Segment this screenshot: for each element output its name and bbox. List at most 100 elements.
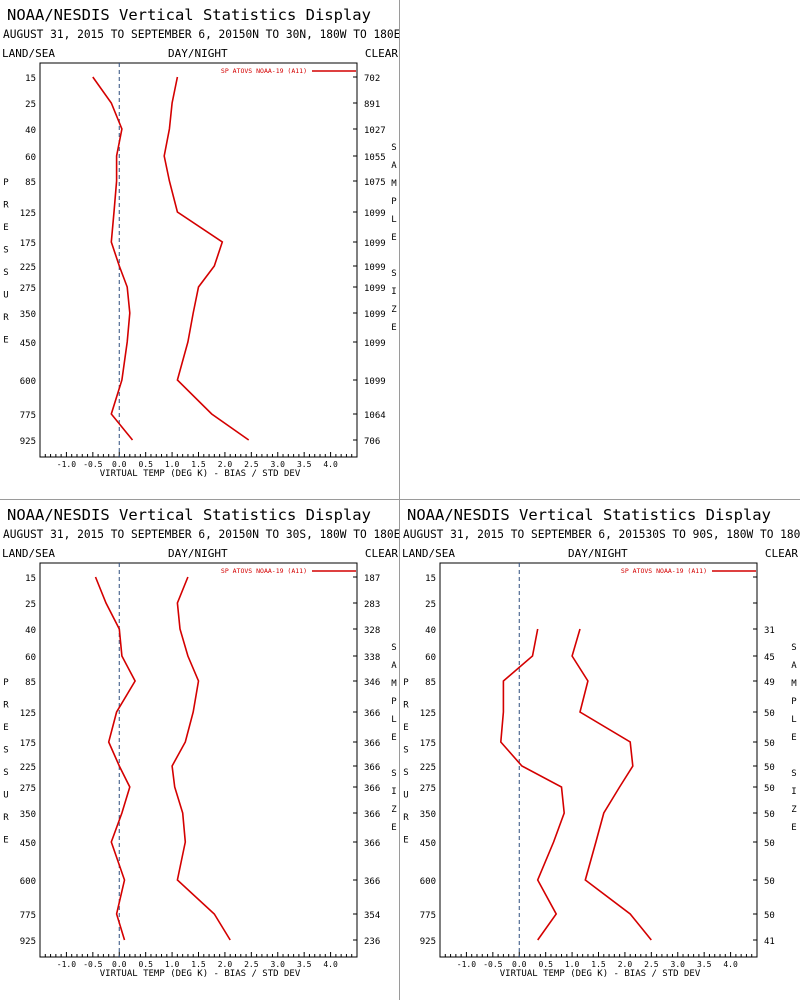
sample-size-axis-letter: L <box>391 215 396 225</box>
sample-size-axis-letter: S <box>791 769 796 779</box>
sample-size-label: 346 <box>364 678 380 688</box>
y-tick-label: 600 <box>20 877 36 887</box>
y-tick-label: 40 <box>25 126 36 136</box>
x-tick-label: 3.5 <box>297 960 312 969</box>
sample-size-label: 354 <box>364 911 380 921</box>
sample-size-axis-letter: L <box>791 715 796 725</box>
sample-size-axis-letter: S <box>391 269 396 279</box>
sample-size-label: 50 <box>764 784 775 794</box>
day-night-label: DAY/NIGHT <box>168 547 228 560</box>
y-tick-label: 85 <box>25 678 36 688</box>
panel-divider-horizontal <box>0 499 800 500</box>
date-range-region: AUGUST 31, 2015 TO SEPTEMBER 6, 201530S … <box>403 528 800 541</box>
sample-size-label: 366 <box>364 739 380 749</box>
x-tick-label: 1.0 <box>165 460 180 469</box>
y-tick-label: 450 <box>420 839 436 849</box>
y-tick-label: 275 <box>20 784 36 794</box>
sample-size-axis-letter: I <box>391 787 396 797</box>
std-dev-series-line <box>163 76 250 441</box>
pressure-axis-letter: P <box>3 678 9 688</box>
sample-size-label: 283 <box>364 600 380 610</box>
display-title: NOAA/NESDIS Vertical Statistics Display <box>7 506 371 524</box>
pressure-axis-letter: R <box>403 701 409 711</box>
pressure-axis-letter: E <box>403 723 408 733</box>
sample-size-label: 50 <box>764 709 775 719</box>
sample-size-axis-letter: P <box>391 197 397 207</box>
x-axis-label: VIRTUAL TEMP (DEG K) - BIAS / STD DEV <box>100 969 301 979</box>
pressure-axis-letter: R <box>3 201 9 211</box>
land-sea-label: LAND/SEA <box>2 547 55 560</box>
bias-series-line <box>499 628 566 941</box>
y-tick-label: 925 <box>20 937 36 947</box>
pressure-axis-letter: S <box>403 768 408 778</box>
sample-size-axis-letter: L <box>391 715 396 725</box>
y-tick-label: 350 <box>420 810 436 820</box>
sample-size-label: 1099 <box>364 284 386 294</box>
sample-size-label: 1064 <box>364 411 386 421</box>
sample-size-axis-letter: M <box>391 679 397 689</box>
y-tick-label: 85 <box>25 178 36 188</box>
sample-size-label: 1027 <box>364 126 386 136</box>
pressure-axis-letter: P <box>403 678 409 688</box>
y-tick-label: 450 <box>20 339 36 349</box>
y-tick-label: 40 <box>25 626 36 636</box>
y-tick-label: 15 <box>425 574 436 584</box>
clear-label: CLEAR <box>365 47 398 60</box>
sample-size-label: 50 <box>764 911 775 921</box>
sample-size-axis-letter: A <box>391 161 397 171</box>
y-tick-label: 60 <box>425 653 436 663</box>
x-tick-label: 2.0 <box>218 960 233 969</box>
sample-size-label: 706 <box>364 437 380 447</box>
y-tick-label: 225 <box>20 763 36 773</box>
sample-size-axis-letter: M <box>791 679 797 689</box>
x-tick-label: 2.5 <box>244 460 259 469</box>
panel-divider-vertical <box>399 0 400 1000</box>
y-tick-label: 85 <box>425 678 436 688</box>
chart-panel-1: NOAA/NESDIS Vertical Statistics Display A… <box>0 0 400 500</box>
day-night-label: DAY/NIGHT <box>568 547 628 560</box>
x-tick-label: 3.0 <box>671 960 686 969</box>
y-tick-label: 775 <box>420 911 436 921</box>
y-tick-label: 925 <box>420 937 436 947</box>
chart-svg-1: NOAA/NESDIS Vertical Statistics Display A… <box>2 6 400 479</box>
land-sea-label: LAND/SEA <box>2 47 55 60</box>
sample-size-label: 187 <box>364 574 380 584</box>
sample-size-axis-letter: I <box>391 287 396 297</box>
x-tick-label: 3.5 <box>697 960 712 969</box>
std-dev-series-line <box>571 628 652 941</box>
x-tick-label: 4.0 <box>723 960 738 969</box>
legend-label: SP ATOVS NOAA-19 (A11) <box>221 67 307 75</box>
y-tick-label: 15 <box>25 574 36 584</box>
pressure-axis-letter: S <box>3 268 8 278</box>
plot-frame <box>39 62 358 458</box>
y-tick-label: 350 <box>20 810 36 820</box>
sample-size-axis-letter: S <box>391 769 396 779</box>
sample-size-label: 1099 <box>364 339 386 349</box>
sample-size-label: 41 <box>764 937 775 947</box>
x-axis-label: VIRTUAL TEMP (DEG K) - BIAS / STD DEV <box>500 969 701 979</box>
y-tick-label: 225 <box>420 763 436 773</box>
sample-size-label: 702 <box>364 74 380 84</box>
pressure-axis-letter: E <box>403 836 408 846</box>
sample-size-label: 1099 <box>364 263 386 273</box>
x-tick-label: 3.0 <box>271 960 286 969</box>
sample-size-label: 366 <box>364 784 380 794</box>
sample-size-label: 328 <box>364 626 380 636</box>
std-dev-series-line <box>171 576 231 941</box>
x-tick-label: 0.0 <box>512 960 527 969</box>
y-tick-label: 15 <box>25 74 36 84</box>
y-tick-label: 175 <box>420 739 436 749</box>
sample-size-label: 45 <box>764 653 775 663</box>
y-tick-label: 125 <box>20 209 36 219</box>
x-tick-label: -1.0 <box>57 460 76 469</box>
chart-panel-2: NOAA/NESDIS Vertical Statistics Display A… <box>0 500 400 1000</box>
date-range-region: AUGUST 31, 2015 TO SEPTEMBER 6, 20150N T… <box>3 28 400 41</box>
x-tick-label: -1.0 <box>57 960 76 969</box>
y-tick-label: 925 <box>20 437 36 447</box>
sample-size-label: 49 <box>764 678 775 688</box>
x-tick-label: 0.0 <box>112 460 127 469</box>
y-tick-label: 125 <box>20 709 36 719</box>
x-tick-label: 2.0 <box>618 960 633 969</box>
x-tick-label: 1.0 <box>165 960 180 969</box>
sample-size-axis-letter: P <box>791 697 797 707</box>
